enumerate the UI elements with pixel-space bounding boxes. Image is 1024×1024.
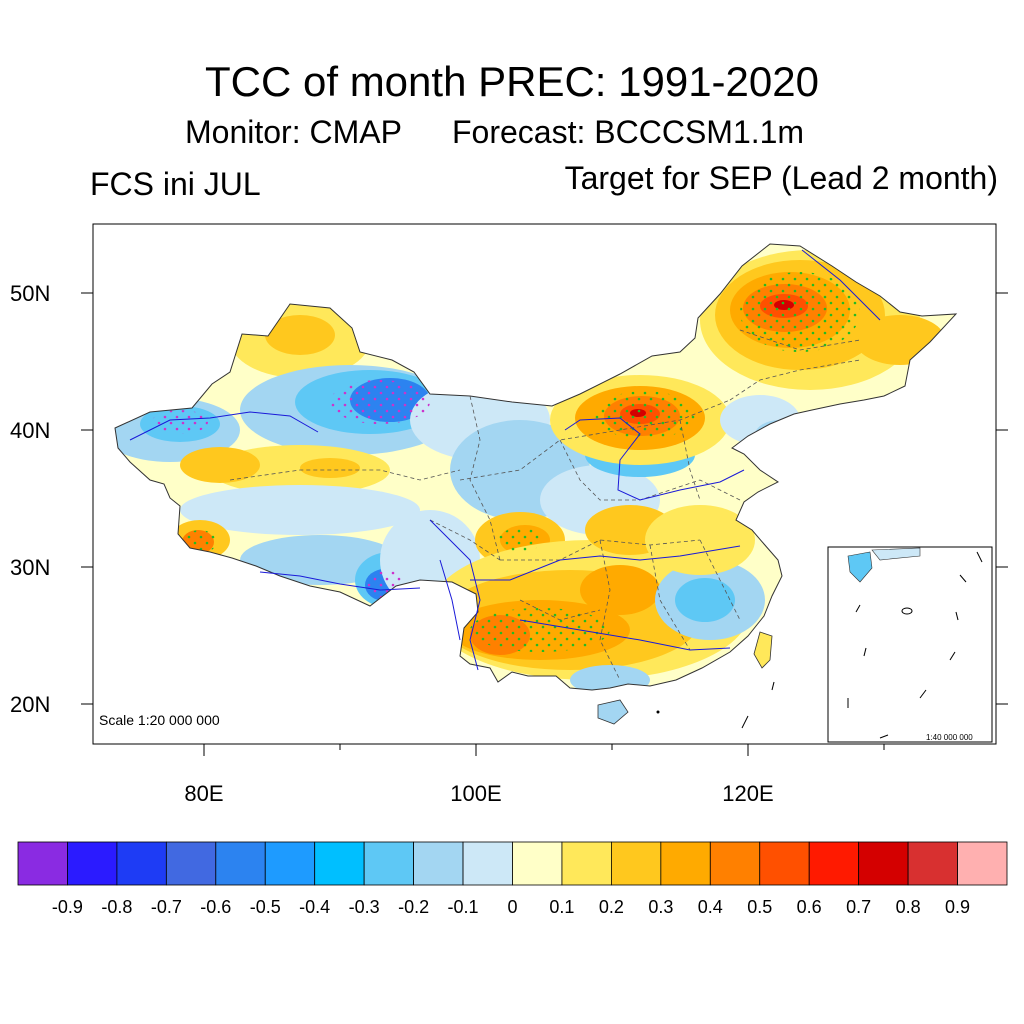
colorbar-label: 0.9 [945, 897, 970, 917]
forecast-label: Forecast: BCCCSM1.1m [452, 114, 805, 150]
colorbar-swatch [17, 841, 68, 886]
colorbar-label: 0.1 [549, 897, 574, 917]
lon-label-120e: 120E [722, 781, 773, 806]
colorbar-label: -0.8 [101, 897, 132, 917]
colorbar-label: -0.3 [349, 897, 380, 917]
colorbar-label: 0.4 [698, 897, 723, 917]
inset-map: 1:40 000 000 [827, 546, 993, 743]
colorbar-label: 0.3 [648, 897, 673, 917]
monitor-label: Monitor: CMAP [185, 114, 402, 150]
colorbar-swatch [907, 841, 958, 886]
colorbar-label: 0.5 [747, 897, 772, 917]
inset-scale-label: 1:40 000 000 [926, 733, 973, 742]
lat-label-30n: 30N [10, 555, 50, 580]
main-map-islands [656, 681, 775, 729]
colorbar-label: -0.5 [250, 897, 281, 917]
province-borders [229, 329, 861, 681]
colorbar-label: 0.2 [599, 897, 624, 917]
init-label: FCS ini JUL [90, 166, 261, 202]
colorbar-label: -0.7 [151, 897, 182, 917]
country-border [114, 243, 958, 691]
colorbar-swatch [363, 841, 414, 886]
colorbar-swatch [165, 841, 217, 886]
colorbar-label: 0.8 [896, 897, 921, 917]
colorbar-swatch [561, 841, 612, 886]
lat-label-40n: 40N [10, 418, 50, 443]
colorbar-swatch [314, 841, 365, 886]
colorbar-label: -0.1 [448, 897, 479, 917]
colorbar-swatch [413, 841, 464, 886]
taiwan-island [753, 631, 773, 669]
colorbar-label: -0.4 [299, 897, 330, 917]
colorbar-label: 0 [507, 897, 517, 917]
colorbar-swatch [512, 841, 563, 886]
colorbar-label: 0.6 [797, 897, 822, 917]
lon-label-80e: 80E [184, 781, 223, 806]
lon-label-100e: 100E [450, 781, 501, 806]
lat-label-20n: 20N [10, 692, 50, 717]
colorbar-label: -0.6 [200, 897, 231, 917]
hainan-island [597, 699, 629, 725]
colorbar-swatch [759, 841, 810, 886]
axis-ticks [81, 292, 1008, 756]
colorbar-swatch [116, 841, 167, 886]
target-label: Target for SEP (Lead 2 month) [564, 160, 998, 196]
lat-label-50n: 50N [10, 281, 50, 306]
colorbar-swatch [215, 841, 266, 886]
colorbar-label: -0.2 [398, 897, 429, 917]
colorbar-label: -0.9 [52, 897, 83, 917]
map-title: TCC of month PREC: 1991-2020 [205, 58, 819, 105]
colorbar-swatch [67, 841, 118, 886]
colorbar-swatch [462, 841, 513, 886]
scale-label: Scale 1:20 000 000 [99, 712, 220, 728]
colorbar-swatch [808, 841, 860, 886]
colorbar-swatch [858, 841, 909, 886]
colorbar-label: 0.7 [846, 897, 871, 917]
colorbar-swatch [264, 841, 316, 886]
rivers [129, 249, 881, 671]
colorbar-swatch [611, 841, 662, 886]
colorbar-swatch [709, 841, 761, 886]
colorbar-swatch [660, 841, 711, 886]
colorbar-swatch [957, 841, 1008, 886]
colorbar: -0.9 -0.8 -0.7 -0.6 -0.5 -0.4 -0.3 -0.2 -0.1 0 0.1… [17, 841, 1008, 917]
